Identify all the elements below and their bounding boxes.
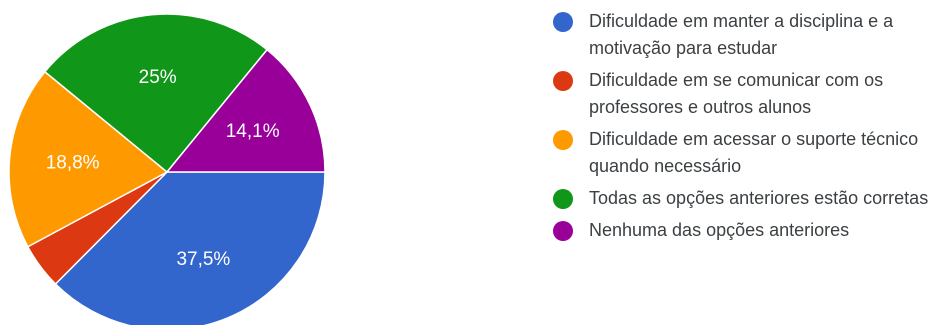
legend-label: Todas as opções anteriores estão correta…: [589, 188, 929, 208]
slice-percent-label: 25%: [139, 67, 177, 88]
legend-item-todas: Todas as opções anteriores estão correta…: [553, 185, 943, 212]
chart-legend: Dificuldade em manter a disciplina e a m…: [553, 8, 943, 249]
legend-label: Dificuldade em se comunicar com os profe…: [589, 70, 884, 117]
legend-swatch: [553, 12, 573, 32]
slice-percent-label: 14,1%: [226, 121, 280, 142]
slice-percent-label: 18,8%: [46, 152, 100, 173]
legend-label: Dificuldade em manter a disciplina e a m…: [589, 11, 894, 58]
legend-label: Nenhuma das opções anteriores: [589, 220, 850, 240]
legend-item-nenhuma: Nenhuma das opções anteriores: [553, 217, 943, 244]
legend-label: Dificuldade em acessar o suporte técnico…: [589, 129, 919, 176]
pie-slice: [8, 70, 169, 248]
legend-item-disciplina: Dificuldade em manter a disciplina e a m…: [553, 8, 943, 62]
legend-swatch: [553, 71, 573, 91]
pie-slice: [43, 13, 269, 174]
legend-swatch: [553, 189, 573, 209]
legend-swatch: [553, 221, 573, 241]
slice-percent-label: 37,5%: [176, 249, 230, 270]
legend-swatch: [553, 130, 573, 150]
legend-item-suporte: Dificuldade em acessar o suporte técnico…: [553, 126, 943, 180]
legend-item-comunicar: Dificuldade em se comunicar com os profe…: [553, 67, 943, 121]
pie-slice: [165, 48, 326, 173]
pie-chart: 37,5% 18,8% 25% 14,1%: [8, 13, 326, 325]
pie-slice: [54, 171, 326, 325]
